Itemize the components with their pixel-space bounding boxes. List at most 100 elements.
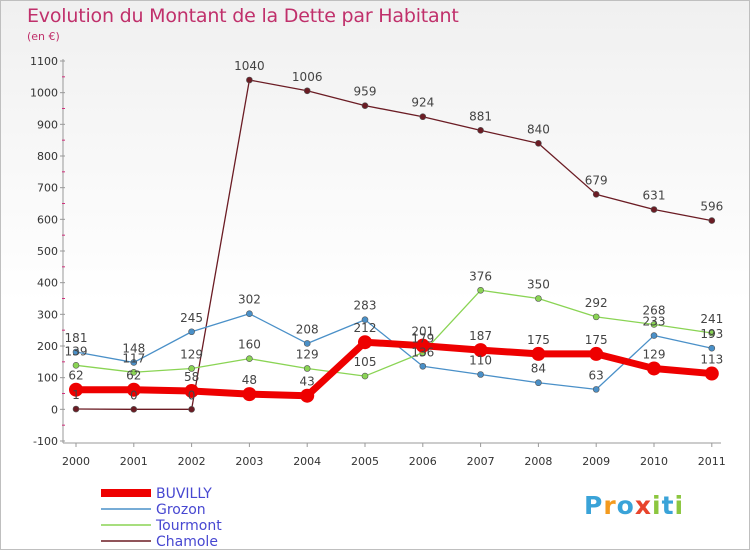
data-label-buvilly: 212 <box>354 321 377 335</box>
data-label-buvilly: 62 <box>68 369 83 383</box>
data-label-buvilly: 187 <box>469 329 492 343</box>
x-tick-label-10: 2010 <box>640 455 668 468</box>
data-label-tourmont: 376 <box>469 269 492 283</box>
data-point-chamole <box>361 102 369 109</box>
logo-letter: P <box>584 491 604 520</box>
legend-label-grozon: Grozon <box>156 502 206 518</box>
data-label-chamole: 924 <box>411 96 434 110</box>
data-point-chamole <box>188 406 195 413</box>
x-tick-label-2: 2002 <box>178 455 206 468</box>
data-point-buvilly <box>184 383 199 398</box>
data-label-grozon: 63 <box>589 368 604 382</box>
data-point-tourmont <box>535 295 542 302</box>
data-label-grozon: 136 <box>411 345 434 359</box>
data-point-grozon <box>130 359 138 366</box>
data-label-tourmont: 129 <box>180 347 203 361</box>
data-label-buvilly: 113 <box>700 353 723 367</box>
series-line-buvilly <box>76 338 713 400</box>
data-point-chamole <box>477 127 484 134</box>
y-tick-label-9: 800 <box>37 150 58 163</box>
series-line-grozon <box>75 313 712 391</box>
data-point-grozon <box>303 340 311 347</box>
data-point-chamole <box>535 140 542 147</box>
data-label-tourmont: 268 <box>643 303 666 317</box>
y-tick-label-0: -100 <box>33 435 58 448</box>
data-label-buvilly: 201 <box>411 325 434 339</box>
data-point-tourmont <box>708 329 716 337</box>
data-label-grozon: 283 <box>354 299 377 313</box>
chart-subtitle: (en €) <box>27 30 60 43</box>
data-label-grozon: 208 <box>296 322 319 336</box>
y-tick-label-4: 300 <box>37 308 58 321</box>
y-tick-label-1: 0 <box>51 403 58 416</box>
data-label-buvilly: 175 <box>585 333 608 347</box>
data-point-grozon <box>477 371 484 378</box>
legend-label-buvilly: BUVILLY <box>156 486 212 502</box>
x-tick-label-0: 2000 <box>62 455 90 468</box>
data-point-tourmont <box>592 313 600 321</box>
data-label-buvilly: 43 <box>300 375 315 389</box>
x-tick-label-4: 2004 <box>293 455 321 468</box>
data-label-tourmont: 105 <box>354 355 377 369</box>
data-point-grozon <box>419 362 427 370</box>
data-point-tourmont <box>477 286 484 294</box>
series-line-tourmont <box>75 289 712 377</box>
data-label-tourmont: 139 <box>65 344 88 358</box>
proxiti-logo: Proxiti <box>584 491 684 520</box>
y-tick-label-5: 400 <box>37 277 58 290</box>
data-point-chamole <box>130 406 138 413</box>
data-label-tourmont: 129 <box>296 347 319 361</box>
data-point-grozon <box>592 386 600 393</box>
x-tick-label-1: 2001 <box>120 455 148 468</box>
data-point-tourmont <box>130 368 138 376</box>
data-point-tourmont <box>650 321 658 328</box>
y-tick-label-2: 100 <box>37 372 58 385</box>
data-label-tourmont: 179 <box>411 332 434 346</box>
data-label-chamole: 1040 <box>234 59 265 73</box>
data-point-grozon <box>246 310 253 318</box>
x-tick-label-7: 2007 <box>467 455 495 468</box>
series-line-chamole <box>75 79 712 410</box>
data-label-chamole: 0 <box>130 388 138 402</box>
data-point-grozon <box>708 344 716 352</box>
data-point-buvilly <box>300 388 315 403</box>
logo-letter: r <box>603 491 617 520</box>
data-label-tourmont: 350 <box>527 278 550 292</box>
data-point-grozon <box>188 328 195 336</box>
data-label-buvilly: 62 <box>126 369 141 383</box>
data-point-buvilly <box>589 346 604 361</box>
data-label-grozon: 84 <box>531 362 546 376</box>
data-label-chamole: 1 <box>72 388 80 402</box>
data-label-grozon: 110 <box>469 354 492 368</box>
data-point-buvilly <box>473 343 488 358</box>
x-tick-label-6: 2006 <box>409 455 437 468</box>
x-tick-label-3: 2003 <box>235 455 263 468</box>
data-point-grozon <box>650 332 658 339</box>
data-point-chamole <box>419 113 427 121</box>
data-label-chamole: 1006 <box>292 70 323 84</box>
data-label-grozon: 148 <box>122 341 145 355</box>
data-label-chamole: 631 <box>643 189 666 203</box>
data-label-chamole: 881 <box>469 109 492 123</box>
data-point-buvilly <box>358 335 372 350</box>
data-label-grozon: 181 <box>65 331 88 345</box>
data-label-grozon: 245 <box>180 311 203 325</box>
logo-letter: i <box>674 491 685 520</box>
data-point-grozon <box>361 316 369 324</box>
data-label-chamole: 679 <box>585 173 608 187</box>
data-point-buvilly <box>415 338 430 353</box>
y-tick-label-8: 700 <box>37 182 58 195</box>
y-tick-label-7: 600 <box>37 213 58 226</box>
data-label-grozon: 193 <box>700 327 723 341</box>
logo-letter: o <box>616 491 635 520</box>
data-point-chamole <box>72 405 80 413</box>
x-tick-label-9: 2009 <box>582 455 610 468</box>
data-label-chamole: 596 <box>700 200 723 214</box>
data-label-grozon: 302 <box>238 293 261 307</box>
data-label-tourmont: 160 <box>238 338 261 352</box>
data-label-buvilly: 175 <box>527 333 550 347</box>
y-tick-label-12: 1100 <box>30 55 58 68</box>
legend-label-tourmont: Tourmont <box>155 518 222 534</box>
